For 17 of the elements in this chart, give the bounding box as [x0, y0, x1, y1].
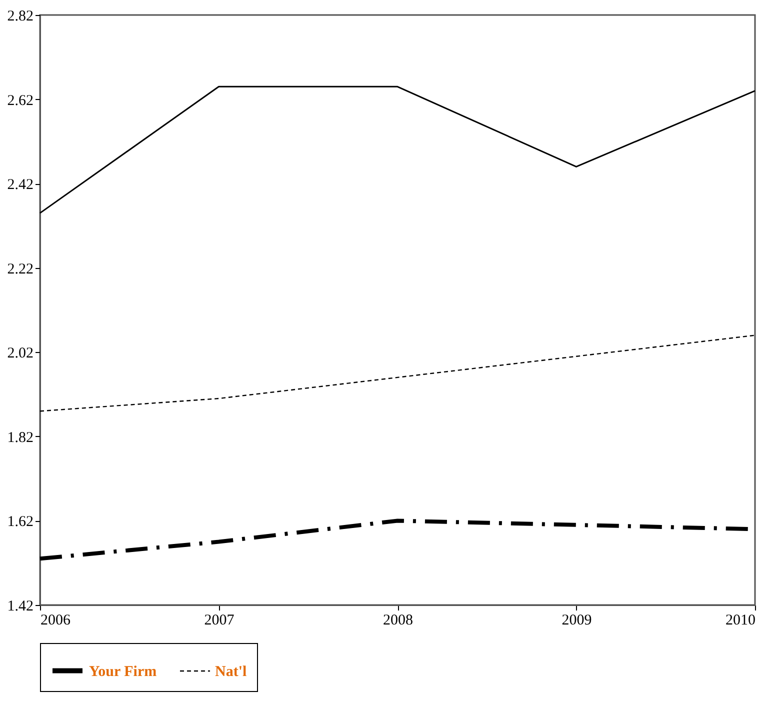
legend-label: Your Firm — [89, 664, 158, 680]
y-tick-label: 2.82 — [7, 8, 34, 24]
y-tick-label: 2.62 — [7, 92, 34, 109]
y-tick-label: 1.62 — [7, 514, 34, 530]
x-tick-label: 2009 — [562, 612, 592, 628]
x-tick-label: 2010 — [726, 612, 756, 628]
y-tick-label: 2.42 — [7, 177, 34, 194]
line-series — [39, 86, 756, 214]
line-series — [39, 334, 756, 412]
x-tick-label: 2007 — [204, 612, 235, 628]
y-tick-label: 2.22 — [7, 261, 34, 278]
y-tick-label: 1.82 — [7, 430, 34, 446]
legend-label: Nat'l — [215, 664, 247, 680]
x-tick-label: 2008 — [383, 612, 413, 628]
y-tick-label: 2.02 — [7, 346, 34, 362]
x-tick-label: 2006 — [40, 612, 71, 628]
y-tick-label: 1.42 — [7, 598, 34, 614]
